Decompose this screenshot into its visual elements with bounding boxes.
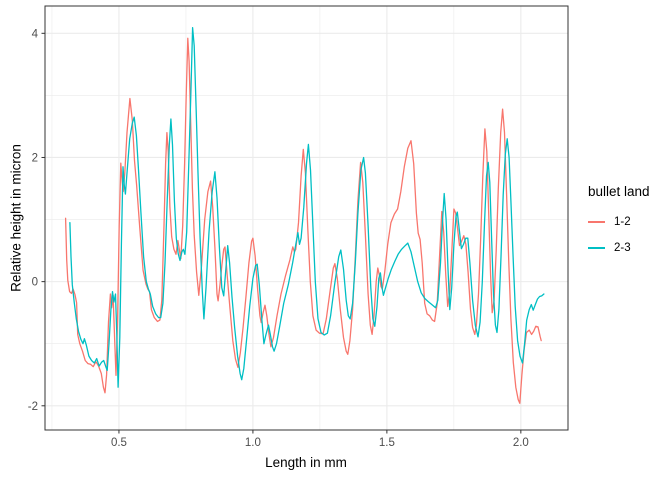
y-axis-title: Relative height in micron bbox=[8, 144, 24, 292]
panel-border bbox=[44, 5, 569, 431]
x-tick-label: 0.5 bbox=[111, 437, 127, 449]
axis-tick-marks bbox=[41, 32, 522, 434]
y-tick-label: 4 bbox=[32, 28, 39, 40]
legend-line-swatch bbox=[588, 247, 605, 249]
legend-label: 1-2 bbox=[614, 216, 631, 228]
legend-items: 1-2 2-3 bbox=[588, 209, 650, 261]
y-tick-label: 0 bbox=[32, 277, 38, 289]
legend-item-1-2: 1-2 bbox=[588, 209, 650, 235]
x-tick-label: 1.5 bbox=[379, 437, 395, 449]
x-axis-title: Length in mm bbox=[265, 455, 347, 470]
legend-label: 2-3 bbox=[614, 242, 631, 254]
y-tick-label: -2 bbox=[28, 401, 38, 413]
x-tick-label: 1.0 bbox=[245, 437, 261, 449]
x-tick-label: 2.0 bbox=[513, 437, 529, 449]
legend-item-2-3: 2-3 bbox=[588, 235, 650, 261]
gridlines-minor bbox=[45, 6, 568, 430]
y-tick-label: 2 bbox=[32, 152, 38, 164]
series-line-2-3 bbox=[69, 27, 545, 388]
axis-tick-labels: 0.5 1.0 1.5 2.0 -2 0 2 4 bbox=[28, 28, 529, 449]
legend: bullet land 1-2 2-3 bbox=[588, 184, 650, 261]
legend-line-swatch bbox=[588, 221, 605, 223]
series-line-1-2 bbox=[64, 37, 542, 404]
legend-title: bullet land bbox=[588, 184, 650, 199]
gridlines-major bbox=[45, 6, 568, 430]
series-lines bbox=[64, 27, 545, 404]
